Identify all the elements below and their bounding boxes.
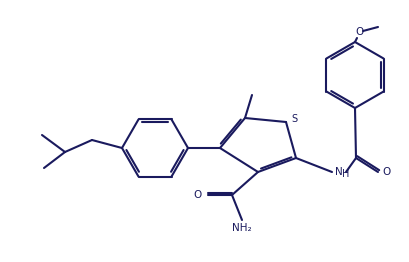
Text: O: O — [194, 190, 202, 200]
Text: O: O — [382, 167, 390, 177]
Text: S: S — [291, 114, 297, 124]
Text: H: H — [342, 169, 349, 179]
Text: NH₂: NH₂ — [232, 223, 252, 233]
Text: O: O — [355, 27, 363, 37]
Text: N: N — [335, 167, 343, 177]
